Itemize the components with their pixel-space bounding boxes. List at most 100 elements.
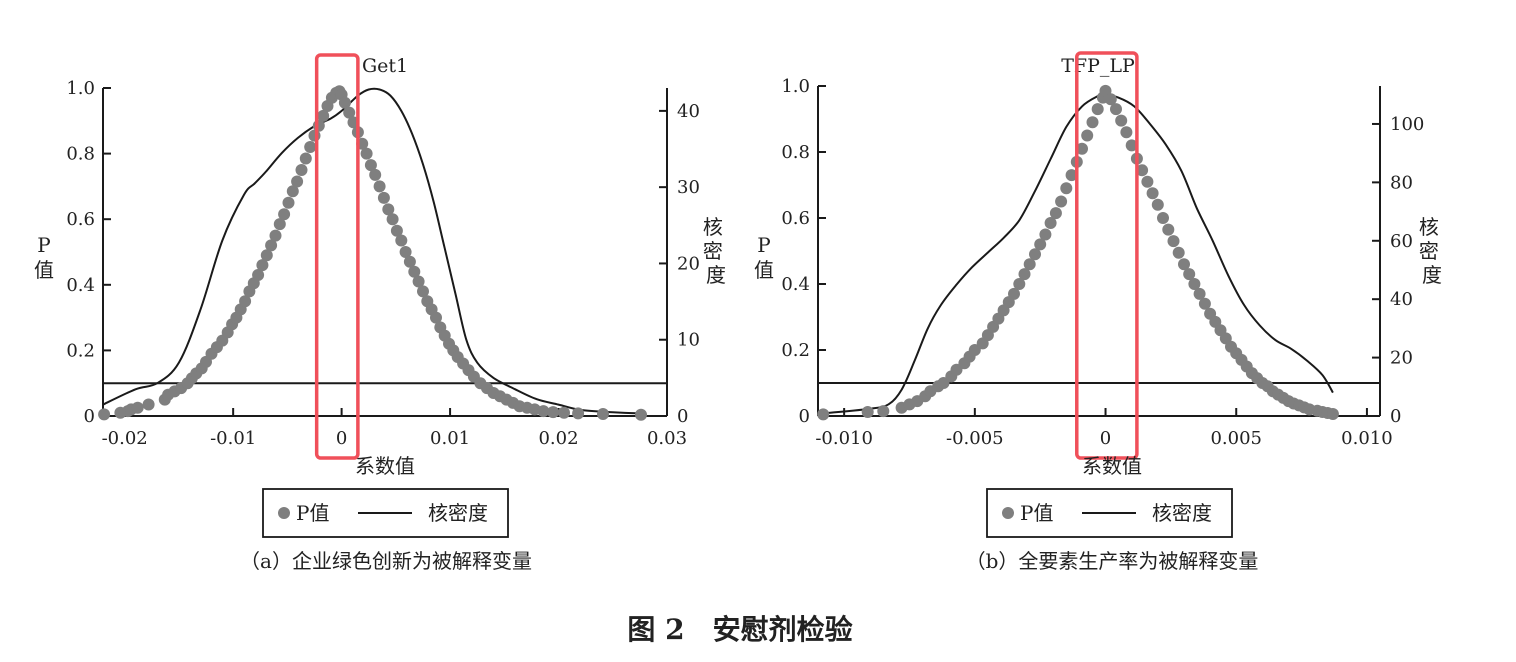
panel-b-left-tick-label: 0.8 — [781, 142, 810, 163]
panel-b-p-point — [1086, 116, 1099, 129]
panel-a-p-point — [390, 224, 403, 237]
panel-a-p-point — [547, 406, 560, 419]
panel-a-p-point — [364, 159, 377, 172]
panel-b-x-tick-label: -0.010 — [815, 428, 873, 449]
panel-a-x-tick-label: -0.01 — [210, 428, 256, 449]
panel-b-right-tick-label: 80 — [1390, 172, 1413, 193]
panel-b-p-point — [1013, 278, 1026, 290]
panel-a-p-point — [286, 185, 299, 198]
panel-b-p-point — [1044, 217, 1057, 229]
panel-a-caption: （a）企业绿色创新为被解释变量 — [240, 549, 532, 573]
panel-a-x-ticks: -0.02 -0.01 0 0.01 0.02 0.03 — [102, 408, 687, 449]
panel-a-right-tick-label: 10 — [677, 330, 700, 351]
panel-a-right-tick-label: 0 — [677, 406, 688, 427]
panel-a-legend-line-label: 核密度 — [428, 501, 488, 525]
panel-a-right-ylabel-c1: 核 — [703, 215, 723, 239]
panel-a-p-point — [317, 109, 330, 122]
panel-a-left-tick-label: 0.6 — [66, 209, 95, 230]
panel-a-x-tick-label: 0.02 — [538, 428, 578, 449]
panel-b-xlabel: 系数值 — [1082, 454, 1142, 478]
panel-b-right-ylabel: 核 密 度 — [1419, 215, 1445, 287]
panel-b: TFP_LP 0 0.2 0.4 0.6 0.8 1.0 0 20 40 60 80 100 -0.… — [754, 51, 1445, 573]
panel-b-right-ticks: 0 20 40 60 80 100 — [1372, 114, 1424, 427]
panel-b-x-tick-label: 0 — [1100, 428, 1111, 449]
panel-a-x-tick-label: 0 — [336, 428, 347, 449]
panel-a-x-tick-label: 0.03 — [647, 428, 687, 449]
panel-b-p-point — [1110, 103, 1122, 116]
panel-a-legend: P值 核密度 — [262, 488, 509, 538]
panel-b-p-point — [1104, 93, 1117, 106]
panel-b-p-point — [1060, 182, 1073, 195]
figure-title: 图 2 安慰剂检验 — [627, 613, 852, 646]
panel-a-density-line — [102, 87, 646, 415]
panel-b-p-point — [1162, 223, 1175, 236]
panel-b-p-point — [1018, 268, 1031, 281]
panel-b-p-point — [950, 363, 963, 376]
panel-a-p-point — [417, 285, 429, 298]
panel-a-p-point — [403, 255, 416, 268]
panel-b-p-point — [861, 406, 874, 418]
panel-a-left-tick-label: 0.4 — [66, 275, 95, 296]
panel-b-p-point — [1049, 207, 1062, 220]
panel-b-p-point — [1008, 287, 1020, 300]
panel-b-right-ylabel-c3: 度 — [1422, 263, 1442, 287]
panel-a-p-point — [295, 164, 308, 176]
panel-a-right-ylabel-c2: 密 — [703, 239, 723, 263]
panel-b-p-point — [1120, 126, 1133, 139]
panel-a-p-point — [239, 295, 252, 308]
panel-a-p-point — [256, 259, 269, 272]
panel-a-p-point — [260, 249, 273, 262]
panel-b-p-point — [1081, 129, 1094, 142]
panel-a-left-tick-label: 0 — [84, 406, 95, 427]
panel-a-p-point — [252, 269, 265, 281]
panel-a-p-point — [343, 106, 356, 119]
panel-b-p-point — [1039, 228, 1052, 241]
panel-a-p-point — [304, 141, 317, 153]
panel-b-p-point — [968, 344, 981, 356]
panel-a-p-point — [269, 229, 282, 242]
panel-a-p-point — [430, 311, 442, 324]
panel-b-p-point — [1193, 287, 1206, 300]
panel-b-right-tick-label: 0 — [1390, 406, 1401, 427]
panel-b-right-tick-label: 20 — [1390, 348, 1413, 369]
panel-b-right-tick-label: 40 — [1390, 289, 1413, 310]
panel-b-left-tick-label: 0 — [799, 406, 810, 427]
panel-b-p-point — [1178, 258, 1190, 271]
panel-a-right-tick-label: 40 — [677, 101, 700, 122]
panel-b-p-point — [1065, 169, 1078, 182]
panel-a-p-point — [338, 96, 351, 109]
panel-a-p-point — [291, 175, 304, 188]
panel-b-x-ticks: -0.010 -0.005 0 0.005 0.010 — [815, 408, 1393, 449]
panel-b-p-point — [1029, 248, 1041, 261]
panel-b-zero-highlight — [1075, 51, 1139, 460]
panel-b-right-tick-label: 100 — [1390, 114, 1424, 135]
panel-b-p-points — [817, 84, 1339, 421]
panel-b-x-tick-label: -0.005 — [946, 428, 1004, 449]
panel-b-right-ylabel-c1: 核 — [1419, 215, 1439, 239]
panel-b-p-point — [1115, 114, 1128, 127]
panel-b-p-point — [1183, 268, 1196, 281]
panel-b-legend-points-label: P值 — [1020, 501, 1053, 525]
panel-a-left-ylabel-zhi: 值 — [34, 258, 54, 282]
panel-a-p-point — [265, 239, 278, 252]
panel-a-p-point — [369, 168, 382, 181]
panel-a-p-point — [142, 398, 155, 411]
panel-a-p-point — [373, 180, 386, 193]
panel-b-p-point — [1172, 246, 1185, 259]
panel-b-left-ylabel-zhi: 值 — [754, 258, 774, 282]
panel-a-p-point — [278, 208, 291, 221]
panel-b-legend-point-marker — [1002, 507, 1014, 519]
panel-a-p-point — [399, 246, 412, 258]
panel-a-zero-highlight — [314, 53, 360, 460]
panel-b-p-point — [1091, 103, 1104, 116]
panel-b-p-point — [1076, 142, 1088, 155]
panel-a-left-ylabel-p: P — [37, 233, 50, 257]
panel-a-p-point — [572, 407, 585, 420]
panel-a-legend-point-marker — [278, 507, 290, 519]
panel-b-p-point — [1198, 297, 1211, 310]
panel-b-p-point — [1146, 187, 1159, 200]
panel-b-right-tick-label: 60 — [1390, 231, 1413, 252]
